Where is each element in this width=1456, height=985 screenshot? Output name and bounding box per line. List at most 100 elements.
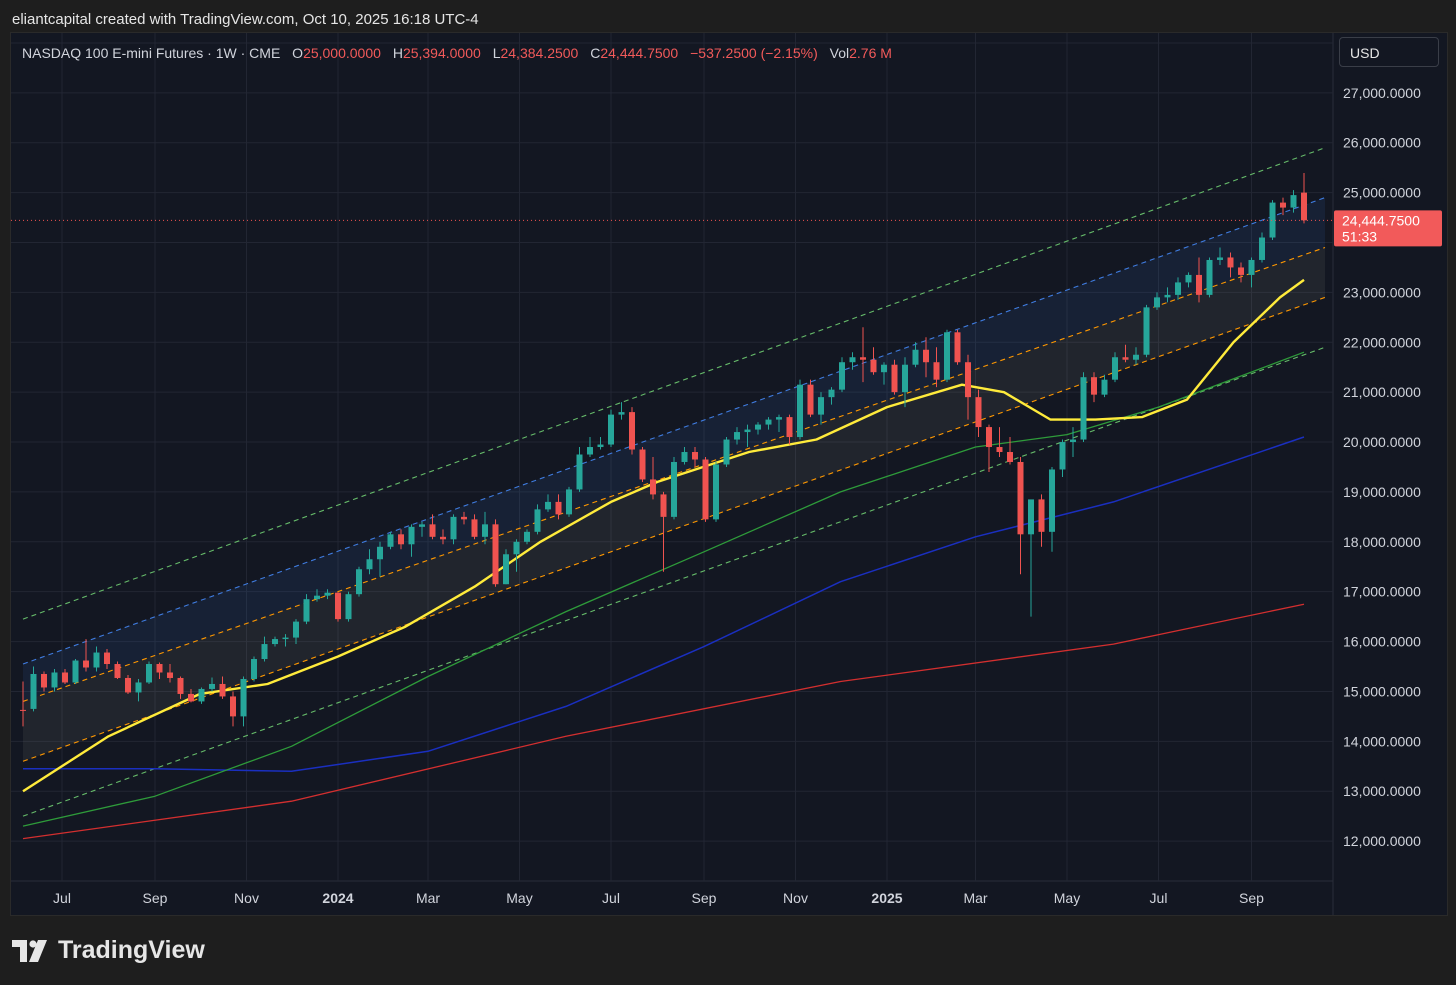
candle <box>1290 190 1297 213</box>
moving-averages <box>22 278 1305 840</box>
x-tick-label: Jul <box>1150 890 1168 906</box>
candle <box>545 494 551 512</box>
candle <box>828 387 835 405</box>
x-tick-label: Mar <box>416 890 440 906</box>
candle-body <box>734 432 740 440</box>
candle <box>933 347 940 388</box>
candle <box>1280 197 1286 216</box>
candle-body <box>776 417 782 420</box>
candle <box>881 362 887 385</box>
low-label: L <box>492 45 501 61</box>
candle-body <box>524 531 530 542</box>
candle-body <box>93 652 100 668</box>
candle-body <box>534 509 541 532</box>
candle <box>366 549 373 575</box>
grid-lines <box>11 33 1334 915</box>
candle-body <box>450 516 457 540</box>
candle <box>1122 344 1129 363</box>
candle-body <box>839 362 845 390</box>
candle <box>41 671 47 692</box>
x-tick-label: May <box>506 890 532 906</box>
candle <box>965 354 971 420</box>
x-tick-label: Mar <box>963 890 987 906</box>
candle <box>104 649 110 669</box>
channel-orange-upper <box>22 246 1326 702</box>
candle-body <box>692 452 698 460</box>
x-tick-label: 2025 <box>871 890 902 906</box>
candle <box>209 677 215 692</box>
candle-body <box>72 660 79 683</box>
candle-body <box>30 673 37 709</box>
candle-body <box>1049 469 1055 532</box>
x-tick-label: Sep <box>1239 890 1264 906</box>
candle-body <box>209 683 215 689</box>
candle <box>1059 439 1066 477</box>
candle <box>1101 374 1108 398</box>
candle <box>692 447 698 467</box>
candle-body <box>1070 439 1076 443</box>
candle <box>1248 257 1255 288</box>
candle <box>429 514 436 540</box>
candle-body <box>912 349 919 365</box>
candle-body <box>1280 202 1286 208</box>
high-label: H <box>392 45 403 61</box>
y-tick-label: 17,000.0000 <box>1343 584 1421 600</box>
candle <box>786 414 793 445</box>
candle-body <box>849 357 856 363</box>
candle <box>639 447 646 482</box>
candle <box>419 521 425 537</box>
candle-body <box>356 569 362 595</box>
candle-body <box>566 489 572 515</box>
candle-body <box>1122 357 1129 360</box>
candle <box>1196 257 1202 303</box>
candle <box>62 669 68 684</box>
candle <box>324 589 331 600</box>
candle <box>944 329 950 383</box>
x-tick-label: Sep <box>143 890 168 906</box>
candle <box>345 591 352 622</box>
candle <box>734 427 740 445</box>
candle-body <box>1133 354 1139 360</box>
candle-body <box>944 332 950 380</box>
regression-channel <box>22 147 1326 817</box>
candle-body <box>618 412 625 415</box>
candle <box>839 357 845 393</box>
candle <box>335 592 341 622</box>
candle <box>597 437 604 450</box>
candle-body <box>440 536 446 540</box>
ma-green <box>22 351 1305 827</box>
candle-body <box>104 652 110 665</box>
ma-red <box>22 603 1305 840</box>
candle <box>870 347 877 375</box>
candle-body <box>503 554 509 585</box>
chart-panel[interactable]: 24,444.7500 51:33 27,000.0000 26,000.0000 2… <box>10 32 1448 916</box>
candle-body <box>482 524 488 537</box>
candle-body <box>608 414 614 445</box>
candle <box>608 409 614 448</box>
candle-body <box>408 526 415 545</box>
candle-body <box>251 659 257 679</box>
currency-button[interactable]: USD <box>1339 37 1439 67</box>
candle <box>555 494 562 520</box>
candle <box>93 646 100 672</box>
candle <box>954 329 961 365</box>
open-label: O <box>292 45 304 61</box>
candle-body <box>1217 257 1223 260</box>
y-tick-label: 26,000.0000 <box>1343 135 1421 151</box>
last-price-tag <box>1334 210 1442 247</box>
candle <box>1112 352 1118 383</box>
candle-body <box>755 424 761 430</box>
candle-body <box>198 688 205 702</box>
candle <box>1154 292 1160 310</box>
ohlc-legend: NASDAQ 100 E-mini Futures · 1W · CME O25… <box>22 45 892 61</box>
y-tick-label: 13,000.0000 <box>1343 783 1421 799</box>
candle <box>923 337 929 378</box>
symbol-name[interactable]: NASDAQ 100 E-mini Futures · 1W · CME <box>22 45 281 61</box>
candle-body <box>765 419 772 425</box>
ma-yellow <box>22 278 1305 793</box>
countdown-label: 51:33 <box>1342 228 1377 244</box>
candle <box>1143 304 1150 358</box>
candle-body <box>51 672 58 688</box>
